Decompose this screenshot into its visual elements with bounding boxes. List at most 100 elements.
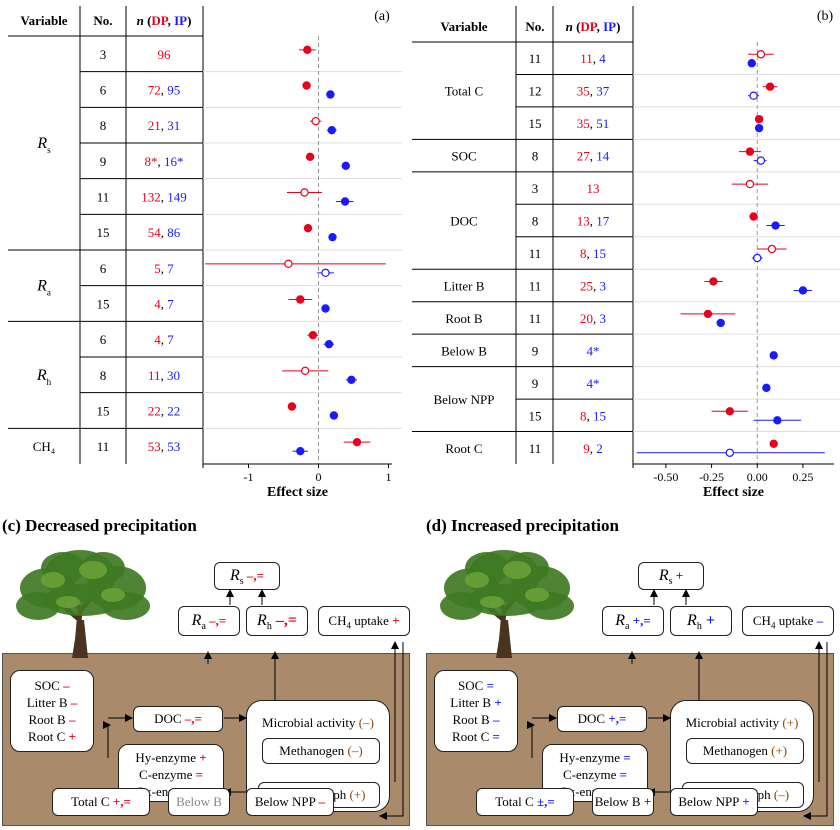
dp-point bbox=[754, 114, 764, 124]
pool-label: Root B bbox=[452, 712, 493, 727]
ra-sub: a bbox=[625, 621, 630, 633]
arrow-ch4-methanotroph bbox=[379, 642, 404, 820]
ip-point bbox=[771, 221, 780, 230]
pool-row: Root B – bbox=[11, 711, 93, 728]
dp-point bbox=[709, 277, 718, 286]
belowb-label: Below B bbox=[594, 794, 644, 809]
row-n: 13 bbox=[587, 181, 600, 196]
row-n: 27, 14 bbox=[577, 149, 610, 164]
dp-point bbox=[296, 295, 305, 304]
ip-point bbox=[321, 268, 330, 278]
ip-point bbox=[329, 411, 339, 420]
pools-box: SOC = Litter B + Root B – Root C = bbox=[434, 670, 518, 752]
row-no: 8 bbox=[100, 118, 107, 133]
row-n: 21, 31 bbox=[148, 118, 181, 133]
microbial-label: Microbial activity bbox=[262, 715, 359, 730]
belownpp-label: Below NPP bbox=[678, 794, 743, 809]
belownpp-sign: + bbox=[742, 794, 750, 809]
row-n: 11, 4 bbox=[580, 51, 606, 66]
tree-canopy-highlight bbox=[465, 572, 489, 588]
x-tick-label: 0 bbox=[316, 470, 322, 484]
ip-point bbox=[749, 91, 758, 100]
dp-point bbox=[302, 81, 311, 90]
rs-sub: s bbox=[239, 576, 244, 588]
dp-point bbox=[300, 188, 309, 197]
tree-canopy-highlight bbox=[56, 596, 80, 608]
tree-canopy-highlight bbox=[41, 572, 65, 588]
arrow-enzyme-pools bbox=[103, 721, 111, 758]
ip-point bbox=[754, 123, 764, 133]
header-n: n (DP, IP) bbox=[137, 13, 192, 28]
ra-sign: –,= bbox=[205, 613, 227, 628]
x-tick-label: -1 bbox=[244, 470, 254, 484]
doc-label: DOC bbox=[577, 711, 609, 726]
dp-point bbox=[287, 402, 297, 411]
panel-label: (b) bbox=[817, 9, 834, 24]
ip-point bbox=[321, 304, 330, 313]
row-n: 4* bbox=[587, 343, 600, 358]
panel-label: (a) bbox=[374, 9, 390, 24]
pool-row: Litter B + bbox=[435, 694, 517, 711]
ip-point bbox=[327, 125, 336, 135]
rs-sign: –,= bbox=[243, 568, 265, 583]
row-no: 15 bbox=[529, 116, 542, 131]
rs-sign: + bbox=[672, 568, 684, 583]
pool-label: SOC bbox=[34, 678, 64, 693]
row-no: 9 bbox=[100, 154, 107, 169]
arrow-ch4-methanotroph bbox=[803, 642, 828, 820]
row-n: 9, 2 bbox=[583, 441, 603, 456]
rs-box: Rs –,= bbox=[214, 562, 280, 590]
pool-row: SOC = bbox=[435, 677, 517, 694]
ra-label: R bbox=[191, 612, 202, 629]
row-no: 15 bbox=[529, 408, 542, 423]
row-n: 20, 3 bbox=[580, 311, 606, 326]
microbial-label: Microbial activity bbox=[685, 715, 783, 730]
ip-point bbox=[762, 383, 771, 393]
enzyme-row: C-enzyme = bbox=[119, 766, 223, 783]
ip-point bbox=[328, 232, 337, 242]
group-label: Total C bbox=[445, 84, 483, 99]
row-no: 9 bbox=[532, 343, 539, 358]
enzyme-sign: = bbox=[195, 767, 204, 782]
forest-plot-b: Variable No. n (DP, IP) (b) Total C SOC DOC Lit… bbox=[412, 6, 840, 500]
rs-box: Rs + bbox=[638, 562, 704, 590]
ip-point bbox=[756, 156, 766, 165]
dp-point bbox=[745, 147, 755, 156]
belowb-box: Below B + bbox=[592, 788, 654, 816]
dp-point bbox=[284, 259, 293, 269]
header-no: No. bbox=[525, 19, 544, 34]
tree-illustration bbox=[440, 550, 574, 659]
methanotroph-sign: (–) bbox=[773, 787, 790, 802]
belownpp-label: Below NPP bbox=[254, 794, 319, 809]
totalc-sign: ±,= bbox=[536, 794, 555, 809]
methanotroph-sign: (+) bbox=[349, 787, 366, 802]
tree-canopy-highlight bbox=[101, 588, 125, 602]
rh-label: R bbox=[257, 612, 267, 629]
row-no: 11 bbox=[97, 190, 110, 205]
group-label: Below NPP bbox=[433, 392, 494, 407]
row-no: 3 bbox=[100, 47, 107, 62]
belowb-box: Below B bbox=[168, 788, 230, 816]
row-no: 3 bbox=[532, 181, 539, 196]
group-label: Litter B bbox=[444, 278, 485, 293]
arrow-enzyme-pools bbox=[527, 721, 535, 758]
header-variable: Variable bbox=[440, 19, 487, 34]
row-n: 5, 7 bbox=[154, 261, 174, 276]
row-n: 4, 7 bbox=[154, 332, 174, 347]
dp-point bbox=[749, 212, 758, 221]
tree-canopy-highlight bbox=[503, 561, 531, 579]
row-no: 11 bbox=[97, 439, 110, 454]
pool-label: SOC bbox=[458, 678, 487, 693]
row-n: 11, 30 bbox=[148, 368, 180, 383]
enzyme-row: C-enzyme = bbox=[543, 766, 647, 783]
methanogen-label: Methanogen bbox=[279, 743, 348, 758]
row-n: 4* bbox=[587, 376, 600, 391]
pool-row: Litter B – bbox=[11, 694, 93, 711]
ip-point bbox=[347, 375, 356, 385]
row-no: 11 bbox=[529, 278, 542, 293]
belownpp-box: Below NPP + bbox=[670, 788, 758, 816]
row-n: 132, 149 bbox=[141, 190, 187, 205]
x-axis-title: Effect size bbox=[267, 485, 328, 500]
ip-point bbox=[798, 286, 808, 295]
microbial-sign: (+) bbox=[782, 715, 799, 730]
